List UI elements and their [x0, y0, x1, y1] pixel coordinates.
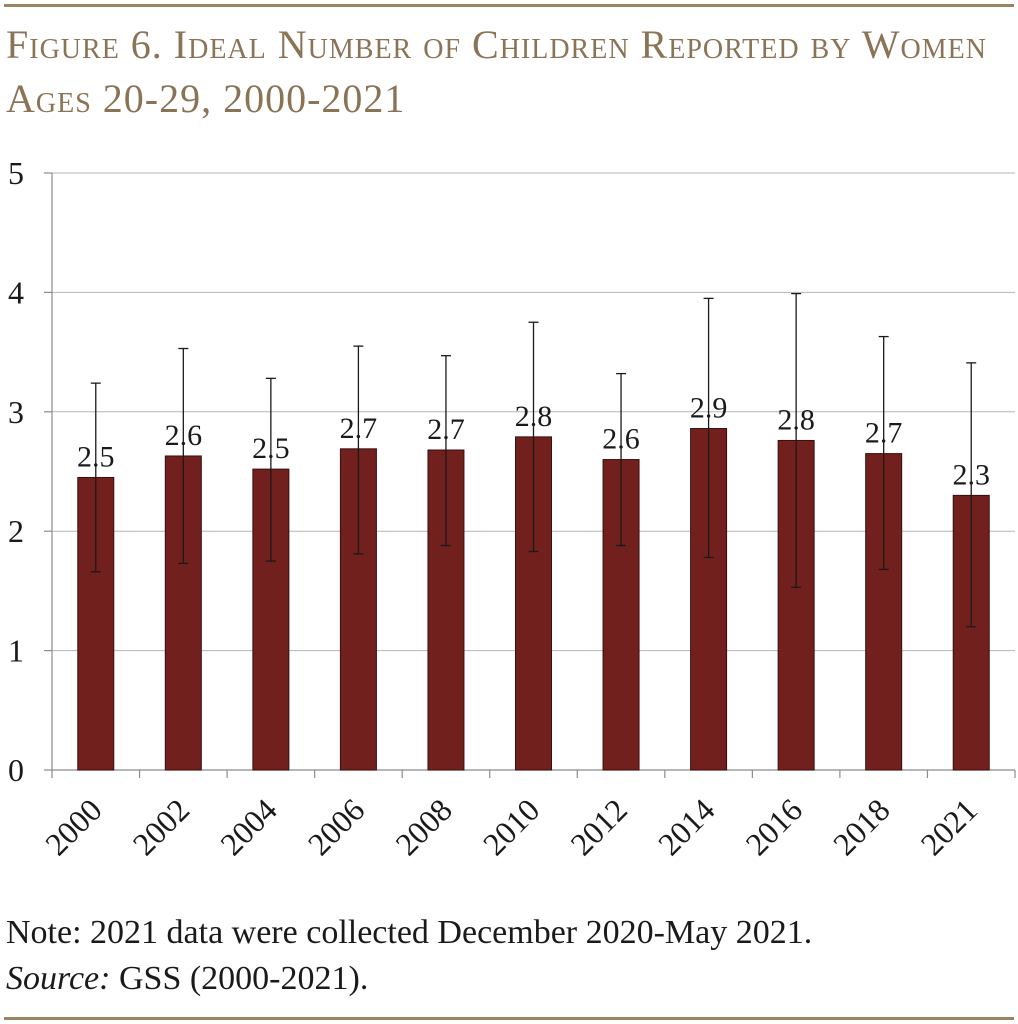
x-tick-label: 2002 [126, 791, 197, 862]
data-label: 2.3 [952, 458, 990, 491]
x-tick-label: 2000 [38, 791, 109, 862]
x-tick-label: 2014 [651, 791, 722, 862]
data-label: 2.5 [77, 440, 115, 473]
x-tick-label: 2004 [213, 791, 284, 862]
y-tick-label: 5 [8, 155, 24, 191]
data-label: 2.7 [865, 417, 903, 450]
data-label: 2.5 [252, 432, 290, 465]
data-label: 2.9 [690, 392, 728, 425]
source-label: Source: [6, 960, 111, 997]
x-tick-label: 2006 [301, 791, 372, 862]
note-text: Note: 2021 data were collected December … [6, 914, 813, 951]
data-label: 2.7 [340, 412, 378, 445]
bottom-rule [4, 1017, 1014, 1020]
source-line: Source: GSS (2000-2021). [6, 956, 1006, 1002]
data-label: 2.6 [602, 423, 640, 456]
y-tick-label: 2 [8, 513, 24, 549]
chart-title: Figure 6. Ideal Number of Children Repor… [6, 22, 987, 121]
y-tick-label: 3 [8, 394, 24, 430]
y-tick-label: 1 [8, 633, 24, 669]
chart-notes: Note: 2021 data were collected December … [6, 910, 1006, 1002]
source-text: GSS (2000-2021). [110, 960, 369, 997]
y-tick-label: 0 [8, 752, 24, 788]
x-tick-label: 2021 [913, 791, 984, 862]
x-tick-label: 2010 [476, 791, 547, 862]
x-tick-label: 2012 [563, 791, 634, 862]
top-rule [4, 4, 1014, 7]
bar-chart: 0 1 2 3 4 5 2.5 2000 2.6 2002 2.5 2004 2.7 2006 2.7 200… [8, 155, 1016, 862]
data-label: 2.6 [165, 419, 203, 452]
x-tick-label: 2016 [738, 791, 809, 862]
x-tick-label: 2008 [388, 791, 459, 862]
data-label: 2.8 [777, 403, 815, 436]
y-tick-label: 4 [8, 274, 24, 310]
data-label: 2.7 [427, 413, 465, 446]
data-label: 2.8 [515, 400, 553, 433]
x-tick-label: 2018 [826, 791, 897, 862]
